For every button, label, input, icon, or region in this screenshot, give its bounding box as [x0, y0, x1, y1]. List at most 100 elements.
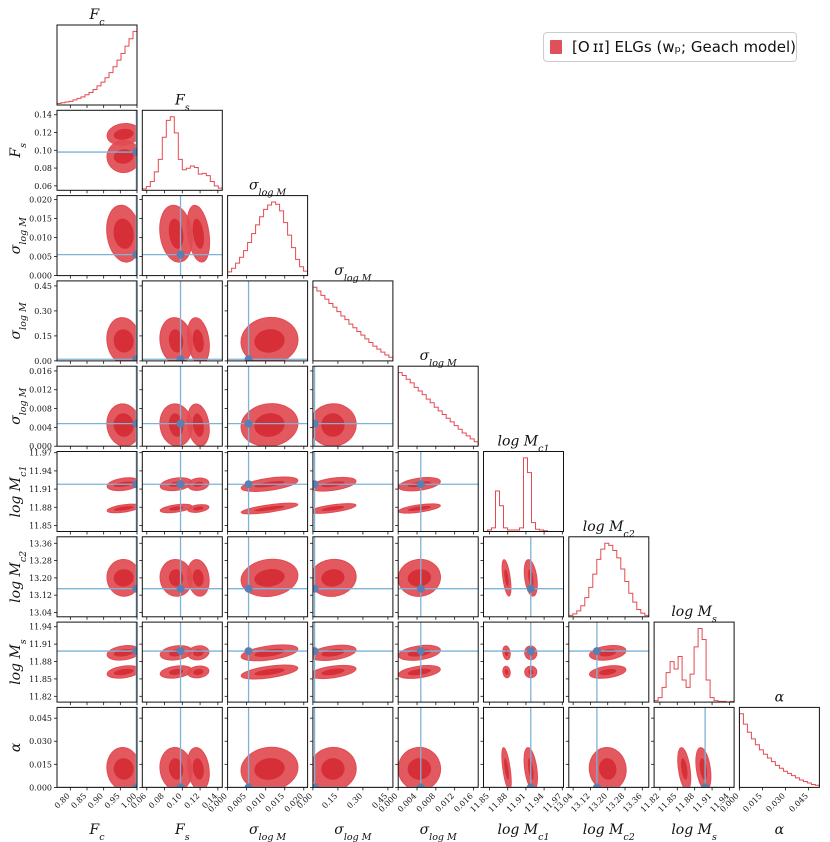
panel-content: [227, 280, 308, 361]
contour-inner: [192, 218, 204, 249]
histogram-step: [483, 457, 564, 532]
x-tick-label: 0.045: [787, 791, 810, 814]
panel-frame: [227, 621, 309, 703]
x-tick-label: 0.90: [86, 791, 105, 810]
truth-point: [526, 647, 535, 656]
panel-frame: [227, 706, 309, 788]
truth-point: [176, 355, 185, 361]
panel-frame: [227, 536, 309, 618]
panel: α0.000 0.015 0.030 0.045: [718, 689, 820, 814]
panel: [395, 621, 479, 706]
contour-inner: [168, 758, 184, 780]
panel-content: [142, 536, 223, 617]
panel: [480, 621, 564, 706]
panel-content: [142, 280, 223, 361]
panel-frame: [312, 365, 394, 447]
panel: [139, 195, 223, 279]
x-tick-label: 0.015: [741, 791, 764, 814]
truth-point: [244, 647, 253, 656]
y-tick-label: 0.45: [34, 282, 52, 291]
y-tick-label: 0.045: [29, 714, 52, 723]
y-tick-label: 13.04: [29, 608, 52, 617]
truth-point: [416, 647, 425, 656]
legend-swatch: [550, 40, 563, 54]
contour-inner: [321, 758, 345, 780]
y-axis-label: log Mc1: [8, 465, 29, 517]
x-axis-label: Fc: [88, 822, 105, 842]
panel-content: [483, 536, 564, 617]
panel: [139, 280, 223, 364]
truth-point: [176, 584, 185, 593]
panel-content: [142, 622, 223, 703]
panel: [224, 536, 309, 620]
panel-content: [568, 707, 649, 788]
contour-inner: [254, 413, 285, 437]
y-tick-label: 0.15: [34, 332, 52, 341]
contour-inner: [321, 668, 345, 676]
panel-frame: [56, 621, 138, 703]
x-axis-label: σlog M: [334, 822, 371, 842]
contour-inner: [599, 668, 617, 676]
panel-frame: [227, 365, 309, 447]
panel-content: [57, 30, 137, 105]
panel: 0.000 0.005 0.010 0.015 0.020: [29, 195, 138, 281]
panel-frame: [397, 365, 479, 447]
panel-content: [142, 707, 223, 788]
contour-inner: [407, 506, 432, 511]
y-tick-label: 0.12: [34, 129, 52, 138]
panel-content: [398, 707, 479, 788]
truth-point: [244, 419, 253, 428]
panel-content: [227, 201, 308, 276]
panel-content: [142, 366, 223, 447]
y-axis-label: log Ms: [8, 639, 29, 685]
y-tick-label: 13.36: [29, 539, 52, 548]
panel: σlog M: [227, 178, 309, 279]
panel-content: [57, 366, 137, 447]
panel-frame: [397, 451, 479, 532]
panel-frame: [141, 621, 223, 703]
panel: Fc: [56, 7, 138, 108]
y-tick-label: 11.85: [29, 521, 52, 530]
x-tick-label: 11.94: [523, 791, 546, 814]
panel-content: [57, 707, 137, 788]
diag-title: Fc: [88, 7, 105, 28]
x-tick-label: 0.80: [53, 791, 72, 810]
panel: σlog M: [397, 348, 479, 450]
x-axis-label: α: [775, 822, 785, 838]
contour-inner: [113, 758, 134, 780]
panel: Fs: [141, 92, 223, 194]
panel: σlog M: [312, 263, 394, 364]
contour-inner: [113, 128, 134, 140]
y-tick-label: 0.012: [29, 386, 52, 395]
x-tick-label: 0.30: [345, 791, 364, 810]
panel-content: [483, 707, 564, 788]
x-tick-label: 0.012: [434, 791, 457, 814]
y-tick-label: 0.08: [34, 164, 52, 173]
y-tick-label: 0.000: [29, 272, 52, 281]
panel-content: [483, 622, 564, 703]
panel-content: [654, 707, 735, 788]
panel-frame: [397, 706, 479, 788]
x-tick-label: 0.005: [226, 791, 249, 814]
panel-content: [142, 451, 223, 532]
truth-point: [132, 584, 137, 593]
truth-point: [244, 783, 253, 788]
panel: [224, 280, 309, 364]
panel-frame: [227, 451, 309, 532]
legend: [O ɪɪ] ELGs (wₚ; Geach model): [543, 32, 797, 62]
truth-point: [244, 480, 253, 489]
x-tick-label: 0.008: [415, 791, 438, 814]
y-tick-label: 0.00: [34, 357, 52, 366]
contour-inner: [321, 506, 345, 511]
panel: [395, 536, 479, 620]
panel-content: [398, 536, 479, 617]
contour-inner: [321, 569, 345, 587]
diag-title: log Ms: [671, 604, 717, 625]
panel-content: [654, 628, 735, 703]
contour-inner: [193, 668, 204, 675]
